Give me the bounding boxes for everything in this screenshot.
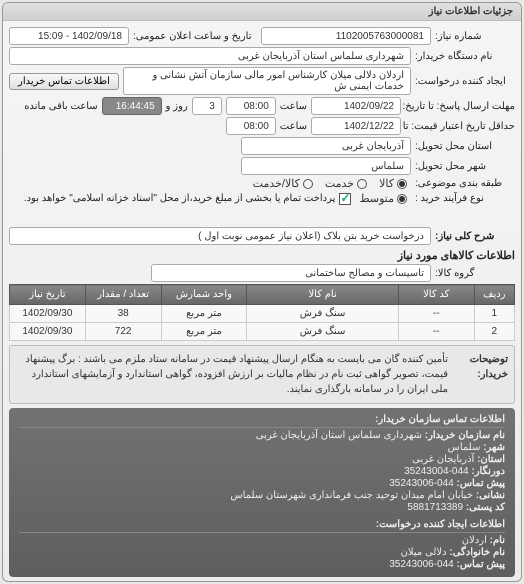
radio-icon bbox=[397, 179, 407, 189]
credit-deadline-time: 08:00 bbox=[226, 117, 276, 135]
table-header: واحد شمارش bbox=[161, 285, 247, 305]
deliver-prov-label: استان محل تحویل: bbox=[415, 141, 515, 152]
table-header: تعداد / مقدار bbox=[85, 285, 161, 305]
contact-line: استان: آذربایجان غربی bbox=[19, 454, 505, 465]
contact-line: پیش تماس: 044-35243006 bbox=[19, 559, 505, 570]
budget-opt-2[interactable]: کالا/خدمت bbox=[253, 177, 313, 190]
resp-day-label: روز و bbox=[166, 101, 188, 112]
creator-value: اردلان دلالی میلان کارشناس امور مالی ساز… bbox=[123, 67, 411, 95]
contact-line: پیش تماس: 044-35243006 bbox=[19, 478, 505, 489]
table-header: ردیف bbox=[474, 285, 514, 305]
buy-type-opt-0[interactable]: متوسط bbox=[359, 192, 407, 205]
need-desc-label: شرح کلی نیاز: bbox=[435, 231, 515, 242]
buyer-device-value: شهرداری سلماس استان آذربایجان غربی bbox=[9, 47, 411, 65]
budget-opt-1[interactable]: خدمت bbox=[325, 177, 367, 190]
table-row: 1--سنگ فرشمتر مربع381402/09/30 bbox=[10, 305, 515, 323]
resp-time-label: ساعت bbox=[280, 101, 307, 112]
need-info-panel: جزئیات اطلاعات نیاز شماره نیاز: 11020057… bbox=[2, 2, 522, 582]
contact-line: دورنگار: 044-35243004 bbox=[19, 466, 505, 477]
reqnum-value: 1102005763000081 bbox=[261, 27, 431, 45]
resp-deadline-label: مهلت ارسال پاسخ: تا تاریخ: bbox=[405, 101, 515, 112]
deliver-city-value: سلماس bbox=[241, 157, 411, 175]
radio-icon bbox=[303, 179, 313, 189]
req-contact-title: اطلاعات ایجاد کننده درخواست: bbox=[19, 519, 505, 533]
goods-table: ردیفکد کالانام کالاواحد شمارشتعداد / مقد… bbox=[9, 284, 515, 341]
buyer-device-label: نام دستگاه خریدار: bbox=[415, 51, 515, 62]
org-contact-title: اطلاعات تماس سازمان خریدار: bbox=[19, 414, 505, 428]
need-desc-value: درخواست خرید بتن بلاک (اعلان نیاز عمومی … bbox=[9, 227, 431, 245]
creator-label: ایجاد کننده درخواست: bbox=[415, 76, 515, 87]
contact-line: نام سازمان خریدار: شهرداری سلماس استان آ… bbox=[19, 430, 505, 441]
budget-type-label: طبقه بندی موضوعی: bbox=[415, 178, 515, 189]
deliver-prov-value: آذربایجان غربی bbox=[241, 137, 411, 155]
contact-line: نشانی: خیابان امام میدان توحید جنب فرمان… bbox=[19, 490, 505, 501]
goods-section-title: اطلاعات کالاهای مورد نیاز bbox=[9, 249, 515, 262]
announce-value: 1402/09/18 - 15:09 bbox=[9, 27, 129, 45]
table-header: نام کالا bbox=[247, 285, 399, 305]
deliver-city-label: شهر محل تحویل: bbox=[415, 161, 515, 172]
credit-deadline-label: حداقل تاریخ اعتبار قیمت: تا تاریخ: bbox=[405, 121, 515, 132]
table-row: 2--سنگ فرشمتر مربع7221402/09/30 bbox=[10, 323, 515, 341]
radio-icon bbox=[357, 179, 367, 189]
contact-info-button[interactable]: اطلاعات تماس خریدار bbox=[9, 73, 119, 90]
treasury-checkbox[interactable] bbox=[339, 193, 351, 205]
credit-deadline-date: 1402/12/22 bbox=[311, 117, 401, 135]
table-header: کد کالا bbox=[398, 285, 474, 305]
buy-type-label: نوع فرآیند خرید : bbox=[415, 193, 515, 204]
panel-title: جزئیات اطلاعات نیاز bbox=[3, 3, 521, 21]
goods-group-label: گروه کالا: bbox=[435, 268, 515, 279]
contact-line: شهر: سلماس bbox=[19, 442, 505, 453]
resp-remain: 16:44:45 bbox=[102, 97, 162, 115]
contact-line: نام خانوادگی: دلالی میلان bbox=[19, 547, 505, 558]
radio-icon bbox=[397, 194, 407, 204]
buyer-note-label: توضیحات خریدار: bbox=[448, 352, 508, 397]
announce-label: تاریخ و ساعت اعلان عمومی: bbox=[133, 31, 252, 42]
resp-deadline-time: 08:00 bbox=[226, 97, 276, 115]
contact-line: کد پستی: 5881713389 bbox=[19, 502, 505, 513]
org-contact-block: اطلاعات تماس سازمان خریدار: نام سازمان خ… bbox=[9, 408, 515, 577]
table-header: تاریخ نیاز bbox=[10, 285, 86, 305]
buy-type-note: پرداخت تمام یا بخشی از مبلغ خرید،از محل … bbox=[24, 193, 336, 204]
goods-group-value: تاسیسات و مصالح ساختمانی bbox=[151, 264, 431, 282]
credit-time-label: ساعت bbox=[280, 121, 307, 132]
resp-deadline-date: 1402/09/22 bbox=[311, 97, 401, 115]
buyer-note-box: توضیحات خریدار: تأمین کننده گان می بایست… bbox=[9, 345, 515, 404]
reqnum-label: شماره نیاز: bbox=[435, 31, 515, 42]
contact-line: نام: اردلان bbox=[19, 535, 505, 546]
resp-remain-label: ساعت باقی مانده bbox=[24, 101, 97, 112]
resp-days: 3 bbox=[192, 97, 222, 115]
budget-opt-0[interactable]: کالا bbox=[379, 177, 407, 190]
buyer-note-text: تأمین کننده گان می بایست به هنگام ارسال … bbox=[16, 352, 448, 397]
